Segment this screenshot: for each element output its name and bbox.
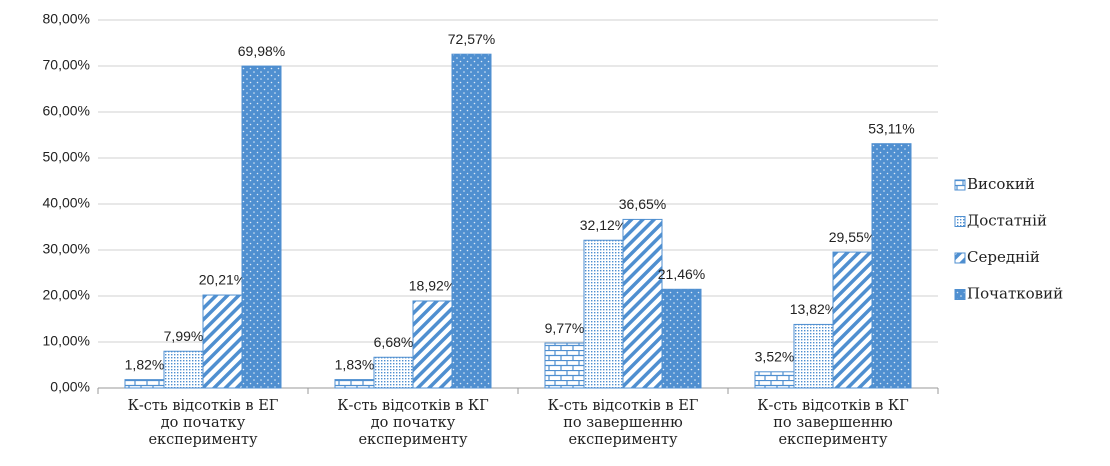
legend-label: Високий [967, 175, 1035, 193]
y-tick-label: 60,00% [43, 103, 90, 119]
bar [544, 342, 585, 389]
data-label: 6,68% [374, 334, 414, 350]
x-tick-label: К-сть відсотків в ЕГ по завершенню експе… [547, 398, 699, 448]
data-label: 29,55% [829, 229, 876, 245]
bar [241, 65, 282, 389]
bar [373, 356, 414, 389]
bar [583, 239, 624, 389]
y-tick-label: 70,00% [43, 57, 90, 73]
data-label: 9,77% [545, 320, 585, 336]
bar [163, 350, 204, 389]
bar [334, 379, 375, 389]
data-label: 21,46% [658, 266, 705, 282]
bar [793, 323, 834, 389]
data-label: 18,92% [409, 278, 456, 294]
data-label: 32,12% [580, 217, 627, 233]
bar [754, 371, 795, 389]
bar [124, 379, 165, 389]
data-label: 13,82% [790, 301, 837, 317]
y-tick-label: 50,00% [43, 149, 90, 165]
legend-swatch [954, 289, 966, 300]
bar [832, 251, 873, 389]
x-tick-label: К-сть відсотків в ЕГ до початку експерим… [127, 398, 279, 448]
legend-label: Початковий [967, 285, 1063, 303]
y-tick-label: 30,00% [43, 241, 90, 257]
x-tick-label: К-сть відсотків в КГ до початку експерим… [337, 398, 489, 448]
bar [661, 288, 702, 389]
data-label: 53,11% [868, 120, 914, 136]
legend-swatch [954, 216, 966, 227]
data-label: 1,83% [335, 356, 375, 372]
x-tick-label: К-сть відсотків в КГ по завершенню експе… [757, 398, 909, 448]
legend-swatch [954, 252, 966, 264]
legend-swatch [954, 179, 966, 191]
data-label: 20,21% [199, 272, 246, 288]
bar [412, 300, 453, 389]
bar [622, 218, 663, 389]
bar [871, 143, 912, 389]
data-label: 1,82% [125, 356, 165, 372]
bar [451, 53, 492, 389]
data-label: 69,98% [238, 43, 285, 59]
data-label: 72,57% [448, 31, 495, 47]
legend-label: Середній [967, 248, 1040, 266]
bar [202, 294, 243, 389]
data-label: 7,99% [164, 328, 204, 344]
y-tick-label: 0,00% [50, 379, 90, 395]
data-label: 36,65% [619, 196, 666, 212]
y-tick-label: 20,00% [43, 287, 90, 303]
y-tick-label: 10,00% [43, 333, 90, 349]
y-tick-label: 80,00% [43, 11, 90, 27]
legend-label: Достатній [967, 212, 1047, 230]
y-tick-label: 40,00% [43, 195, 90, 211]
data-label: 3,52% [755, 349, 795, 365]
